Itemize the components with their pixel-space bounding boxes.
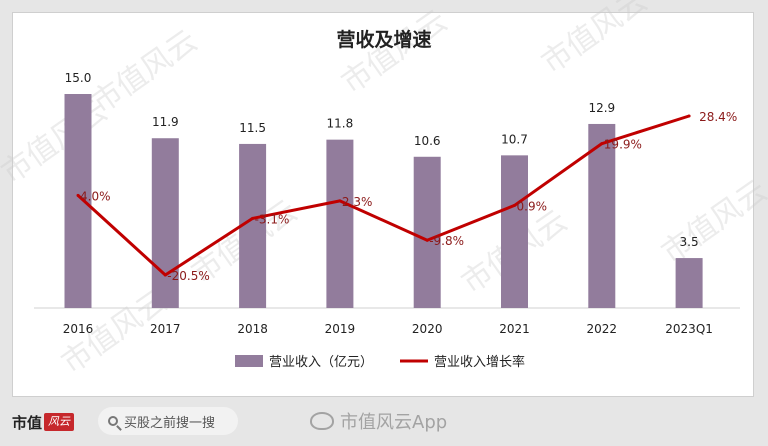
app-watermark: 市值风云App xyxy=(310,408,447,434)
growth-label-2021: 0.9% xyxy=(517,199,548,213)
search-placeholder: 买股之前搜一搜 xyxy=(124,415,216,431)
growth-point-2023Q1 xyxy=(687,114,691,118)
growth-point-2019 xyxy=(338,199,342,203)
growth-label-2019: 2.3% xyxy=(342,195,373,209)
growth-point-2016 xyxy=(76,193,80,197)
legend-line-label: 营业收入增长率 xyxy=(434,354,525,370)
watermark-text: 市值风云 xyxy=(535,0,653,81)
growth-point-2018 xyxy=(251,216,255,220)
growth-label-2023Q1: 28.4% xyxy=(699,110,737,124)
growth-label-2022: 19.9% xyxy=(604,138,642,152)
x-tick-2019: 2019 xyxy=(325,322,356,336)
x-tick-labels: 2016 2017 2018 2019 2020 2021 2022 2023Q1 xyxy=(63,322,713,336)
watermark-text: 市值风云 xyxy=(85,23,203,120)
chart-card xyxy=(12,12,754,397)
footer-bar: 市值 风云 买股之前搜一搜 市值风云App xyxy=(0,398,768,446)
bar-2021 xyxy=(501,155,528,308)
bar-2017 xyxy=(151,138,179,308)
app-label: 市值风云App xyxy=(340,412,448,433)
growth-point-2021 xyxy=(513,203,516,207)
growth-point-2020 xyxy=(425,238,429,242)
legend-bar-swatch xyxy=(235,355,263,367)
weibo-icon xyxy=(310,412,334,430)
search-icon xyxy=(108,416,118,426)
x-tick-2018: 2018 xyxy=(237,322,268,336)
bar-label-2016: 15.0 xyxy=(65,71,92,85)
bar-label-2023Q1: 3.5 xyxy=(680,235,699,249)
growth-label-2018: -3.1% xyxy=(255,212,290,226)
growth-line-group: 4.0% -20.5% -3.1% 2.3% -9.8% 0.9% 19.9% 28.4% xyxy=(76,110,737,283)
growth-label-2020: -9.8% xyxy=(429,234,464,248)
x-tick-2020: 2020 xyxy=(412,322,443,336)
bar-2020 xyxy=(413,156,441,308)
brand-text: 市值 xyxy=(12,413,43,432)
watermarks: 市值风云市值风云市值风云市值风云市值风云市值风云市值风云市值风云 xyxy=(0,0,768,381)
bar-label-2018: 11.5 xyxy=(239,121,266,135)
watermark-text: 市值风云 xyxy=(335,3,453,100)
bar-label-2022: 12.9 xyxy=(588,101,615,115)
bar-2019 xyxy=(326,139,354,308)
chart: 市值风云市值风云市值风云市值风云市值风云市值风云市值风云市值风云 营收及增速 1… xyxy=(0,0,768,381)
bar-label-2020: 10.6 xyxy=(414,134,441,148)
x-tick-2021: 2021 xyxy=(499,322,530,336)
growth-point-2022 xyxy=(600,142,604,146)
legend: 营业收入（亿元） 营业收入增长率 xyxy=(235,354,525,370)
watermark-text: 市值风云 xyxy=(0,93,114,190)
bar-2016 xyxy=(64,94,92,308)
growth-point-2017 xyxy=(163,273,167,277)
growth-line xyxy=(76,114,690,277)
legend-bar-label: 营业收入（亿元） xyxy=(269,355,373,370)
bar-label-2019: 11.8 xyxy=(327,117,354,131)
x-tick-2023Q1: 2023Q1 xyxy=(665,322,713,336)
growth-label-2017: -20.5% xyxy=(167,269,209,283)
bar-2023Q1 xyxy=(675,258,703,308)
chart-title: 营收及增速 xyxy=(336,28,431,51)
brand-logo: 市值 风云 xyxy=(12,410,75,434)
bar-label-2017: 11.9 xyxy=(152,115,179,129)
bar-2022 xyxy=(588,123,616,309)
brand-logo-badge: 风云 xyxy=(44,413,75,431)
x-tick-2017: 2017 xyxy=(150,322,181,336)
x-tick-2022: 2022 xyxy=(587,322,618,336)
x-tick-2016: 2016 xyxy=(63,322,94,336)
search-box[interactable]: 买股之前搜一搜 xyxy=(98,407,238,435)
bar-label-2021: 10.7 xyxy=(501,132,528,146)
watermark-text: 市值风云 xyxy=(655,173,768,270)
bar-labels: 15.0 11.9 11.5 11.8 10.6 10.7 12.9 3.5 xyxy=(65,71,699,249)
growth-label-2016: 4.0% xyxy=(80,189,111,203)
bars xyxy=(64,94,703,309)
